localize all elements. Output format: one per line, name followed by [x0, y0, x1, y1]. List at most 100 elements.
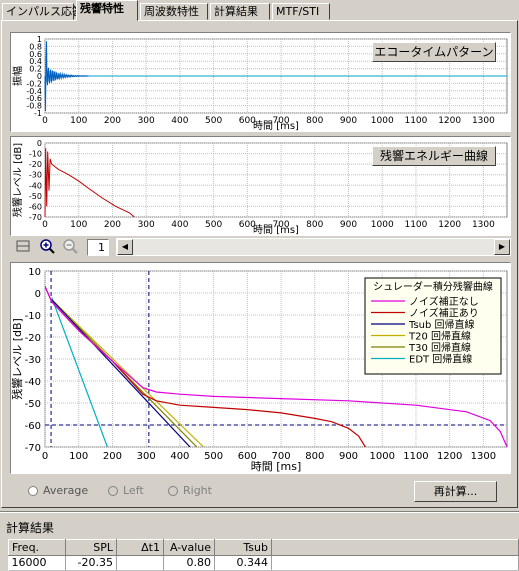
echo-y-tick: -0.4	[26, 87, 42, 96]
energy-x-tick: 200	[104, 220, 121, 230]
energy-x-tick: 600	[239, 220, 256, 230]
y-tick-label: -40	[25, 377, 41, 388]
header-freq[interactable]: Freq.	[8, 539, 66, 556]
cell-freq: 16000	[8, 555, 66, 571]
header-filler	[271, 539, 519, 556]
radio-average[interactable]: Average	[28, 484, 88, 498]
energy-x-label: 時間 [ms]	[253, 224, 299, 235]
energy-x-tick: 0	[42, 220, 48, 230]
horizontal-scrollbar[interactable]: ◀ ▶	[116, 238, 511, 256]
x-tick-label: 600	[238, 451, 257, 462]
header-spl[interactable]: SPL	[65, 539, 117, 556]
x-tick-label: 500	[204, 451, 223, 462]
energy-x-tick: 1200	[438, 220, 461, 230]
energy-y-tick: -70	[29, 213, 42, 222]
echo-y-tick: -0.2	[26, 79, 42, 88]
cell-tsub: 0.344	[214, 555, 272, 571]
echo-x-tick: 100	[70, 116, 87, 126]
header-tsub[interactable]: Tsub	[214, 539, 272, 556]
echo-y-label: 振幅	[11, 66, 24, 86]
x-tick-label: 200	[103, 451, 122, 462]
legend-entry: ノイズ補正あり	[409, 307, 479, 320]
energy-x-tick: 500	[205, 220, 222, 230]
echo-x-tick: 500	[205, 116, 222, 126]
echo-y-tick: 1	[37, 35, 42, 44]
results-table: Freq. SPL Δt1 A-value Tsub 16000 -20.35 …	[8, 539, 519, 571]
divider-highlight	[0, 512, 519, 513]
legend-entry: Tsub 回帰直線	[408, 318, 475, 331]
tab-impulse-response[interactable]: インパルス応答	[2, 3, 83, 20]
series-line	[45, 286, 507, 447]
echo-x-tick: 1000	[371, 116, 394, 126]
x-tick-label: 1100	[403, 451, 428, 462]
zoom-out-icon	[63, 239, 78, 254]
y-tick-label: -10	[25, 311, 41, 322]
echo-x-tick: 1100	[404, 116, 427, 126]
schroeder-chart: 0 100 200 300 400 500 600 700 800 900 1000 1100 1200…	[10, 267, 508, 473]
x-tick-label: 700	[272, 451, 291, 462]
echo-x-tick: 1200	[438, 116, 461, 126]
series-line	[51, 299, 191, 447]
legend-entry: ノイズ補正なし	[409, 295, 479, 308]
echo-y-tick: -0.8	[26, 102, 42, 111]
main-x-label: 時間 [ms]	[251, 460, 302, 473]
fit-view-button[interactable]	[14, 238, 32, 256]
radio-average-dot	[28, 486, 38, 496]
echo-x-tick: 0	[42, 116, 48, 126]
x-tick-label: 100	[69, 451, 88, 462]
x-tick-label: 400	[170, 451, 189, 462]
echo-x-tick: 200	[104, 116, 121, 126]
tab-results[interactable]: 計算結果	[210, 3, 270, 20]
y-tick-label: -20	[25, 333, 41, 344]
energy-x-tick: 300	[138, 220, 155, 230]
x-tick-label: 900	[339, 451, 358, 462]
x-tick-label: 800	[305, 451, 324, 462]
y-tick-label: 10	[28, 267, 41, 278]
radio-right[interactable]: Right	[168, 484, 212, 498]
tab-reverberation[interactable]: 残響特性	[76, 0, 138, 21]
energy-energy-line	[44, 148, 135, 218]
echo-waveform	[44, 41, 89, 112]
echo-pattern-button[interactable]: エコータイムパターン	[372, 42, 496, 62]
recalculate-button[interactable]: 再計算...	[414, 481, 497, 502]
radio-left[interactable]: Left	[108, 484, 144, 498]
zoom-in-button[interactable]	[38, 238, 56, 256]
radio-right-dot	[168, 486, 178, 496]
header-a-value[interactable]: A-value	[163, 539, 215, 556]
table-header-row: Freq. SPL Δt1 A-value Tsub	[8, 539, 519, 556]
radio-left-dot	[108, 486, 118, 496]
energy-curve-button[interactable]: 残響エネルギー曲線	[372, 146, 496, 166]
series-line	[51, 297, 108, 447]
x-tick-label: 1200	[437, 451, 462, 462]
echo-y-tick: 0.6	[29, 50, 42, 59]
legend-entry: T20 回帰直線	[408, 330, 471, 343]
legend-entry: EDT 回帰直線	[409, 353, 472, 366]
zoom-out-button[interactable]	[61, 238, 79, 256]
energy-x-tick: 100	[70, 220, 87, 230]
echo-y-tick: 0	[37, 72, 42, 81]
radio-average-label: Average	[43, 484, 89, 497]
y-tick-label: -50	[25, 399, 41, 410]
x-tick-label: 1000	[369, 451, 394, 462]
radio-right-label: Right	[183, 484, 212, 497]
cell-spl: -20.35	[65, 555, 117, 571]
energy-x-tick: 900	[340, 220, 357, 230]
radio-left-label: Left	[123, 484, 144, 497]
y-tick-label: 0	[35, 289, 41, 300]
cell-a-value: 0.80	[163, 555, 215, 571]
tab-panel	[1, 20, 518, 508]
echo-y-tick: 0.8	[29, 42, 42, 51]
scroll-left-button[interactable]: ◀	[117, 239, 133, 255]
table-row[interactable]: 16000 -20.35 0.80 0.344	[8, 555, 519, 571]
tab-mtf-sti[interactable]: MTF/STI	[272, 3, 330, 20]
header-dt1[interactable]: Δt1	[116, 539, 164, 556]
y-tick-label: -60	[25, 421, 41, 432]
scroll-right-button[interactable]: ▶	[494, 239, 510, 255]
energy-y-tick: -30	[29, 171, 42, 180]
energy-y-tick: 0	[37, 139, 42, 148]
tab-frequency[interactable]: 周波数特性	[140, 3, 208, 20]
y-tick-label: -70	[25, 443, 41, 454]
y-tick-label: -30	[25, 355, 41, 366]
page-number-field[interactable]: 1	[87, 239, 109, 256]
divider	[0, 511, 519, 512]
